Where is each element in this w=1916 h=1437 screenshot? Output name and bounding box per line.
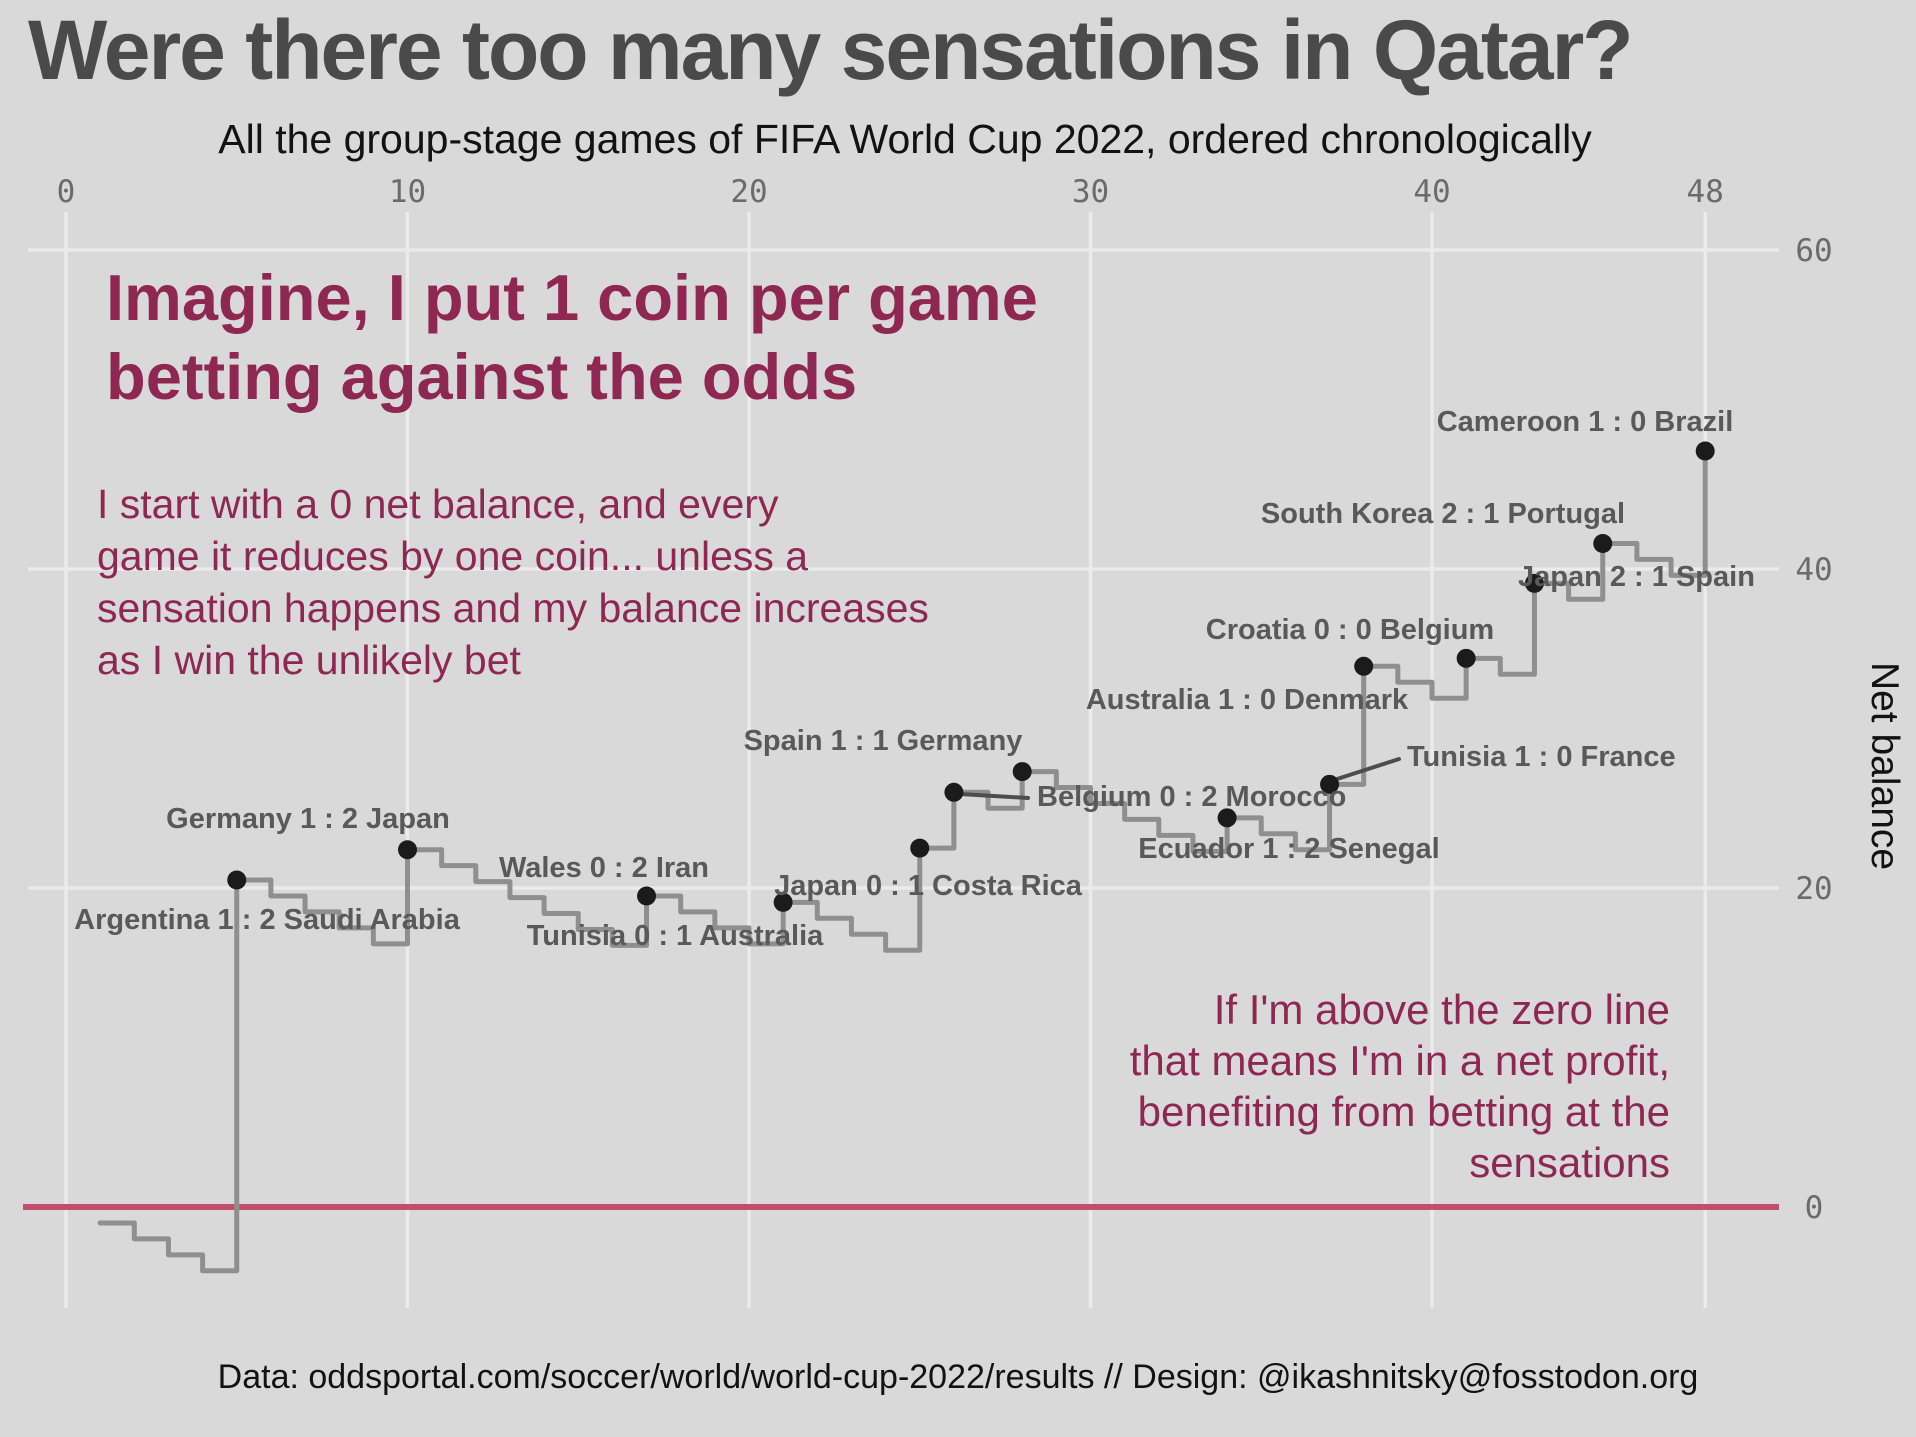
x-tick-label: 30 [1072,174,1109,210]
chart-subtitle: All the group-stage games of FIFA World … [218,116,1592,162]
y-tick-label: 20 [1795,871,1832,907]
y-axis-title: Net balance [1863,662,1906,870]
source-credit-footer: Data: oddsportal.com/soccer/world/world-… [217,1358,1699,1396]
sensation-dot [1217,808,1237,828]
headline-line-2: betting against the odds [106,340,858,413]
sensation-result-label: Tunisia 1 : 0 France [1407,741,1676,773]
sensation-result-label: Belgium 0 : 2 Morocco [1037,781,1346,813]
sensation-dot [1593,533,1613,553]
sensation-result-label: Japan 0 : 1 Costa Rica [774,870,1083,902]
sensation-result-label: Germany 1 : 2 Japan [166,803,450,835]
sensation-dot [398,840,417,860]
sensation-result-label: Wales 0 : 2 Iran [499,852,709,884]
profit-note-line-2: that means I'm in a net profit, [1129,1037,1670,1084]
profit-note-line-3: benefiting from betting at the [1137,1088,1670,1135]
headline-annotation: Imagine, I put 1 coin per game betting a… [106,258,1038,416]
explainer-line-4: as I win the unlikely bet [97,637,521,683]
label-leader-line [1332,757,1401,782]
sensation-dot [944,782,964,802]
x-tick-label: 10 [389,174,426,210]
sensation-dot [910,838,930,858]
sensation-dot [1354,656,1374,676]
explainer-annotation: I start with a 0 net balance, and every … [97,478,929,686]
profit-note-annotation: If I'm above the zero line that means I'… [1130,984,1670,1188]
sensation-dot [227,870,247,890]
sensation-dot [1456,648,1476,668]
x-tick-label: 20 [730,174,767,210]
headline-line-1: Imagine, I put 1 coin per game [106,261,1038,334]
profit-note-line-4: sensations [1469,1139,1670,1186]
profit-note-line-1: If I'm above the zero line [1213,986,1670,1033]
explainer-line-3: sensation happens and my balance increas… [97,585,929,631]
sensation-result-label: South Korea 2 : 1 Portugal [1261,498,1625,530]
explainer-line-1: I start with a 0 net balance, and every [97,481,779,527]
explainer-line-2: game it reduces by one coin... unless a [97,533,809,579]
y-tick-label: 60 [1795,233,1832,269]
x-tick-label: 40 [1413,174,1450,210]
sensation-dot [1320,774,1340,794]
sensation-result-label: Argentina 1 : 2 Saudi Arabia [74,904,461,936]
sensation-result-label: Japan 2 : 1 Spain [1518,561,1755,593]
page-title: Were there too many sensations in Qatar? [28,3,1634,97]
y-tick-label: 0 [1805,1190,1824,1226]
x-tick-label: 0 [57,174,76,210]
sensation-result-label: Australia 1 : 0 Denmark [1086,684,1409,716]
net-balance-step-line [97,448,1708,1274]
sensation-dot [1012,762,1032,782]
sensation-dot [1524,573,1544,593]
label-leader-line [958,792,1030,800]
sensation-dot [1695,441,1715,461]
sensation-result-label: Spain 1 : 1 Germany [744,725,1023,757]
y-tick-label: 40 [1795,552,1832,588]
sensation-result-label: Cameroon 1 : 0 Brazil [1437,406,1734,438]
x-tick-label: 48 [1687,174,1724,210]
sensation-result-label: Croatia 0 : 0 Belgium [1206,614,1494,646]
sensation-result-label: Ecuador 1 : 2 Senegal [1138,833,1439,865]
sensation-result-label: Tunisia 0 : 1 Australia [527,920,824,952]
sensation-dot [773,892,793,912]
sensation-dot [637,886,657,906]
